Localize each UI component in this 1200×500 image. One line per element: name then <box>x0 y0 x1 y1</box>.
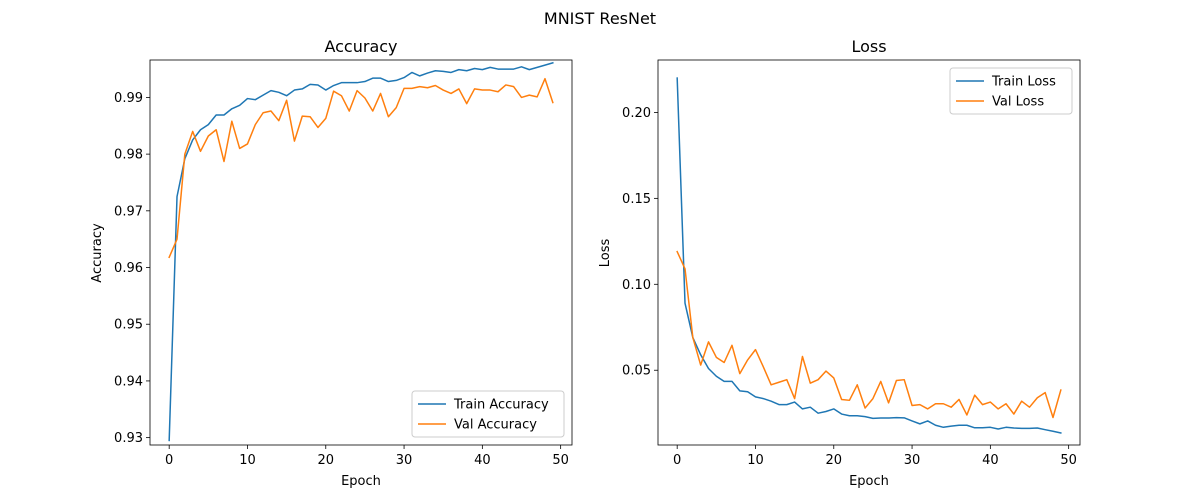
accuracy-y-tick-label: 0.97 <box>114 204 143 219</box>
loss-x-tick-label: 10 <box>747 453 764 468</box>
accuracy-x-tick-label: 0 <box>165 453 173 468</box>
accuracy-y-tick-label: 0.99 <box>114 91 143 106</box>
loss-legend: Train Loss Val Loss <box>949 67 1073 115</box>
loss-x-tick-label: 50 <box>1060 453 1077 468</box>
loss-x-tick-label: 30 <box>904 453 921 468</box>
accuracy-legend: Train Accuracy Val Accuracy <box>411 390 565 438</box>
accuracy-y-tick-label: 0.95 <box>114 318 143 333</box>
accuracy-series-val-line <box>168 77 554 259</box>
accuracy-y-tick-label: 0.94 <box>114 374 143 389</box>
loss-legend-box <box>949 67 1073 115</box>
loss-x-tick-label: 20 <box>825 453 842 468</box>
accuracy-x-tick-label: 30 <box>396 453 413 468</box>
accuracy-y-tick-label: 0.96 <box>114 261 143 276</box>
loss-series-val-line <box>676 250 1062 419</box>
loss-x-tick-label: 0 <box>673 453 681 468</box>
loss-y-tick-label: 0.10 <box>622 278 651 293</box>
loss-legend-label: Val Loss <box>992 95 1044 110</box>
accuracy-x-tick-label: 40 <box>474 453 491 468</box>
accuracy-axes-frame <box>149 59 573 446</box>
accuracy-legend-box <box>411 390 565 438</box>
accuracy-series-train-line <box>168 61 554 442</box>
accuracy-legend-label: Val Accuracy <box>454 418 537 433</box>
accuracy-x-axis-label: Epoch <box>341 474 381 489</box>
accuracy-x-tick-label: 50 <box>552 453 569 468</box>
accuracy-x-tick-label: 10 <box>239 453 256 468</box>
loss-y-tick-label: 0.20 <box>622 106 651 121</box>
loss-y-tick-label: 0.15 <box>622 192 651 207</box>
loss-y-tick-label: 0.05 <box>622 364 651 379</box>
accuracy-chart-title: Accuracy <box>324 37 397 56</box>
loss-chart-title: Loss <box>851 37 886 56</box>
loss-legend-label: Train Loss <box>991 75 1056 90</box>
loss-series-train-line <box>676 77 1062 434</box>
loss-x-tick-label: 40 <box>982 453 999 468</box>
loss-axes-frame <box>657 59 1081 446</box>
figure-title: MNIST ResNet <box>544 9 656 28</box>
accuracy-legend-label: Train Accuracy <box>453 398 549 413</box>
loss-chart: Loss Epoch Loss 0 10 20 30 40 50 0.05 0.10 0.15 0… <box>598 37 1081 489</box>
loss-x-axis-label: Epoch <box>849 474 889 489</box>
accuracy-x-tick-label: 20 <box>317 453 334 468</box>
loss-y-axis-label: Loss <box>598 239 613 268</box>
accuracy-chart: Accuracy Epoch Accuracy 0 10 20 30 40 50 0.93 0… <box>90 37 573 489</box>
accuracy-y-tick-label: 0.93 <box>114 431 143 446</box>
accuracy-y-tick-label: 0.98 <box>114 148 143 163</box>
accuracy-y-axis-label: Accuracy <box>90 223 105 283</box>
